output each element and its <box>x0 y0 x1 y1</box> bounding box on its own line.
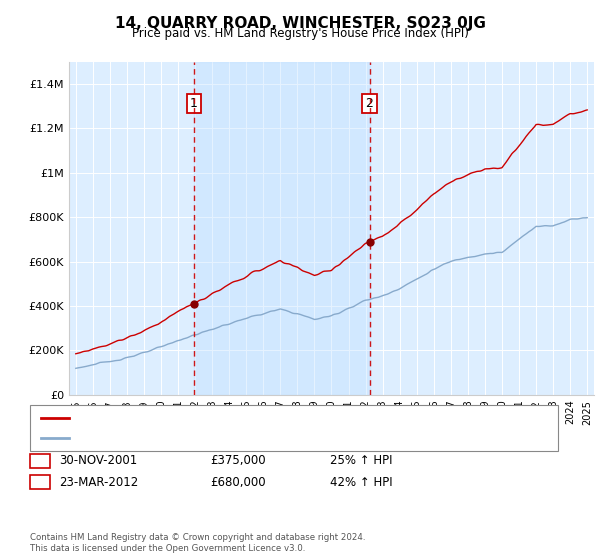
Text: 25% ↑ HPI: 25% ↑ HPI <box>330 454 392 468</box>
Text: Contains HM Land Registry data © Crown copyright and database right 2024.
This d: Contains HM Land Registry data © Crown c… <box>30 533 365 553</box>
Text: 1: 1 <box>190 97 198 110</box>
Text: 2: 2 <box>365 97 373 110</box>
Text: 2: 2 <box>36 475 44 489</box>
Text: HPI: Average price, detached house, Winchester: HPI: Average price, detached house, Winc… <box>75 433 326 443</box>
Text: Price paid vs. HM Land Registry's House Price Index (HPI): Price paid vs. HM Land Registry's House … <box>131 27 469 40</box>
Text: £680,000: £680,000 <box>210 475 266 489</box>
Text: 42% ↑ HPI: 42% ↑ HPI <box>330 475 392 489</box>
Text: 14, QUARRY ROAD, WINCHESTER, SO23 0JG: 14, QUARRY ROAD, WINCHESTER, SO23 0JG <box>115 16 485 31</box>
Bar <box>194 62 370 395</box>
Text: 1: 1 <box>36 454 44 468</box>
Text: 23-MAR-2012: 23-MAR-2012 <box>59 475 138 489</box>
Text: 30-NOV-2001: 30-NOV-2001 <box>59 454 137 468</box>
Text: 14, QUARRY ROAD, WINCHESTER, SO23 0JG (detached house): 14, QUARRY ROAD, WINCHESTER, SO23 0JG (d… <box>75 413 398 423</box>
Text: £375,000: £375,000 <box>210 454 266 468</box>
